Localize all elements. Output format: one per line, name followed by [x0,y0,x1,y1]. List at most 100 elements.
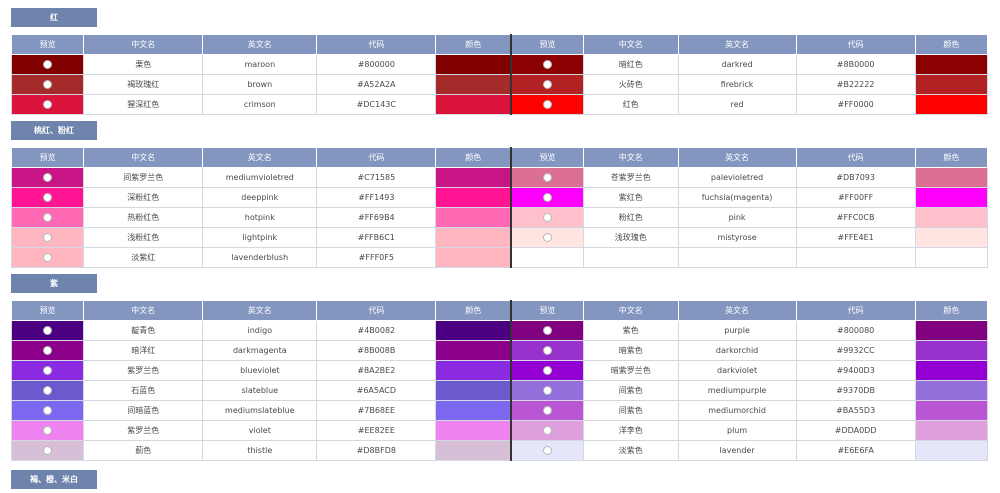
preview-cell[interactable] [10,380,85,401]
chinese-name: 间暗蓝色 [83,400,204,421]
preview-cell[interactable] [10,94,85,115]
section-title: 红 [11,8,97,27]
preview-cell[interactable] [10,74,85,95]
color-swatch [435,167,512,188]
english-name: mediumpurple [677,380,797,401]
hex-code: #FFE4E1 [795,227,916,248]
preview-radio-icon[interactable] [543,193,553,202]
chinese-name: 红色 [582,94,679,115]
preview-cell[interactable] [510,207,584,228]
chinese-name: 暗红色 [582,54,679,75]
color-swatch [435,207,512,228]
color-table: 预览 中文名 英文名 代码 颜色 预览 中文名 英文名 代码 颜色 间紫罗兰色 mediumviole… [10,147,989,268]
preview-cell[interactable] [510,167,584,188]
preview-radio-icon[interactable] [543,173,553,182]
preview-cell[interactable] [510,94,584,115]
preview-radio-icon[interactable] [43,80,53,89]
preview-cell[interactable] [10,420,85,441]
hex-code: #DB7093 [795,167,916,188]
hex-code: #FF00FF [795,187,916,208]
preview-cell[interactable] [510,320,584,341]
color-swatch [914,420,989,441]
preview-radio-icon[interactable] [543,80,553,89]
preview-radio-icon[interactable] [543,426,553,435]
preview-radio-icon[interactable] [43,446,53,455]
preview-cell[interactable] [510,227,584,248]
chinese-name: 热粉红色 [83,207,204,228]
preview-cell[interactable] [510,440,584,461]
color-swatch [435,360,512,381]
preview-radio-icon[interactable] [43,193,53,202]
column-header: 预览 [10,34,85,55]
preview-cell[interactable] [10,207,85,228]
preview-cell[interactable] [510,340,584,361]
color-swatch [435,400,512,421]
preview-cell[interactable] [10,187,85,208]
empty-cell [582,247,679,268]
preview-radio-icon[interactable] [43,426,53,435]
chinese-name: 火砖色 [582,74,679,95]
preview-radio-icon[interactable] [43,213,53,222]
english-name: lavender [677,440,797,461]
preview-cell[interactable] [10,247,85,268]
preview-radio-icon[interactable] [543,446,553,455]
column-header: 中文名 [582,147,679,168]
preview-cell[interactable] [10,227,85,248]
preview-radio-icon[interactable] [43,366,53,375]
chinese-name: 暗紫色 [582,340,679,361]
preview-radio-icon[interactable] [543,233,553,242]
preview-cell[interactable] [510,400,584,421]
preview-radio-icon[interactable] [43,60,53,69]
chinese-name: 深粉红色 [83,187,204,208]
preview-radio-icon[interactable] [543,406,553,415]
preview-cell[interactable] [510,360,584,381]
preview-cell[interactable] [510,380,584,401]
english-name: mediumorchid [677,400,797,421]
preview-cell[interactable] [10,400,85,421]
preview-radio-icon[interactable] [543,100,553,109]
preview-radio-icon[interactable] [43,173,53,182]
column-header: 英文名 [202,34,318,55]
preview-cell[interactable] [510,74,584,95]
color-swatch [914,167,989,188]
preview-radio-icon[interactable] [43,406,53,415]
chinese-name: 紫红色 [582,187,679,208]
table-row: 猩深红色 crimson #DC143C 红色 red #FF0000 [10,94,989,115]
color-swatch [914,54,989,75]
preview-cell[interactable] [510,187,584,208]
preview-cell[interactable] [510,54,584,75]
color-swatch [914,380,989,401]
preview-radio-icon[interactable] [543,346,553,355]
color-swatch [435,380,512,401]
preview-cell[interactable] [10,320,85,341]
color-swatch [914,187,989,208]
preview-cell[interactable] [10,440,85,461]
preview-radio-icon[interactable] [543,60,553,69]
chinese-name: 紫罗兰色 [83,360,204,381]
table-row: 紫罗兰色 blueviolet #8A2BE2 暗紫罗兰色 darkviolet #940… [10,360,989,381]
english-name: blueviolet [202,360,318,381]
chinese-name: 石蓝色 [83,380,204,401]
preview-radio-icon[interactable] [543,326,553,335]
preview-cell[interactable] [10,167,85,188]
preview-radio-icon[interactable] [43,326,53,335]
preview-radio-icon[interactable] [543,366,553,375]
hex-code: #4B0082 [316,320,437,341]
table-row: 间紫罗兰色 mediumvioletred #C71585 苍紫罗兰色 paleviol… [10,167,989,188]
english-name: violet [202,420,318,441]
preview-radio-icon[interactable] [43,100,53,109]
preview-radio-icon[interactable] [43,233,53,242]
chinese-name: 间紫色 [582,400,679,421]
preview-cell[interactable] [10,360,85,381]
preview-radio-icon[interactable] [543,386,553,395]
preview-cell[interactable] [10,54,85,75]
preview-radio-icon[interactable] [43,346,53,355]
preview-radio-icon[interactable] [43,253,53,262]
table-row: 栗色 maroon #800000 暗红色 darkred #8B0000 [10,54,989,75]
hex-code: #DDA0DD [795,420,916,441]
preview-radio-icon[interactable] [43,386,53,395]
preview-radio-icon[interactable] [543,213,553,222]
column-header: 中文名 [83,300,204,321]
preview-cell[interactable] [510,420,584,441]
preview-cell[interactable] [10,340,85,361]
